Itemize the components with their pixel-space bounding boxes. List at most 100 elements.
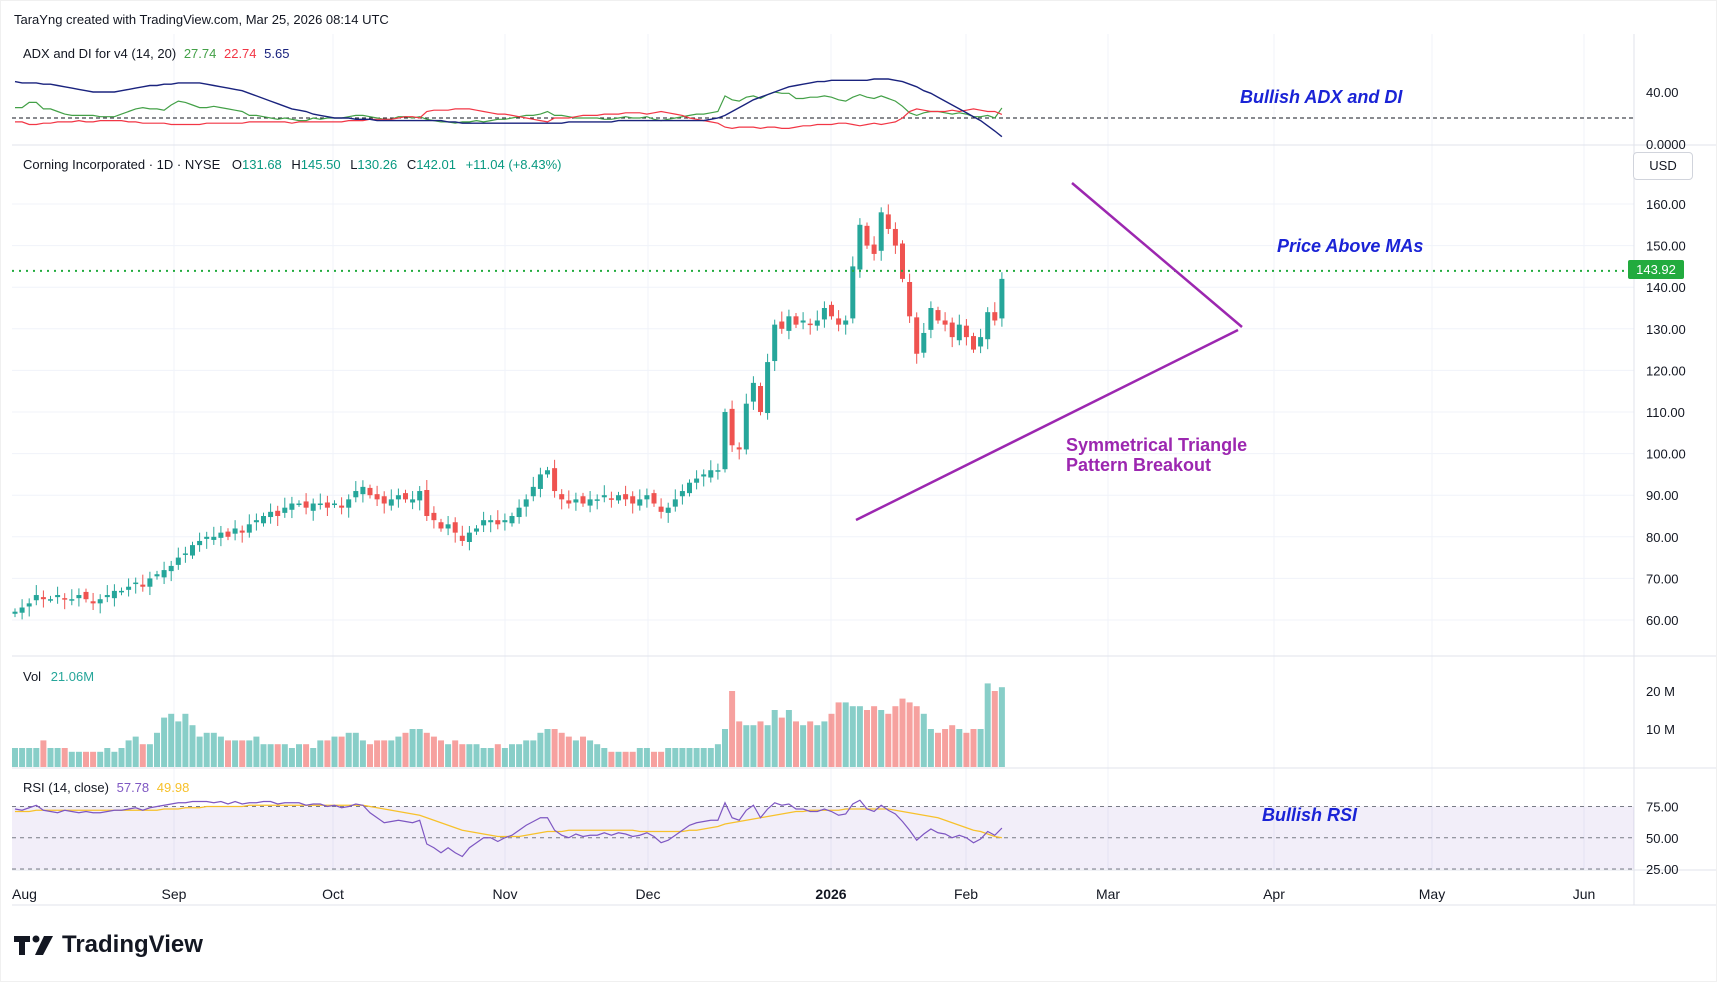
volume-bar (267, 744, 274, 767)
candle-body (509, 516, 515, 524)
candle-body (218, 532, 224, 538)
candle-body (630, 496, 636, 504)
volume-bar (523, 740, 530, 767)
volume-bar (288, 748, 295, 767)
time-axis-label: Apr (1263, 886, 1285, 902)
volume-bar (438, 740, 444, 767)
candle-body (296, 503, 302, 506)
symbol-title[interactable]: Corning Incorporated · 1D · NYSE (23, 157, 221, 172)
price-axis-label: 120.00 (1646, 363, 1686, 378)
tradingview-logo[interactable]: TradingView (14, 931, 203, 959)
candle-body (637, 499, 643, 506)
candle-body (40, 597, 46, 600)
volume-bar (104, 748, 111, 767)
rsi-legend: RSI (14, close) 57.78 49.98 (23, 780, 189, 795)
candle-body (821, 308, 827, 320)
candle-body (48, 599, 53, 601)
volume-bar (154, 732, 160, 767)
volume-bar (40, 740, 47, 767)
volume-bar (303, 744, 310, 767)
volume-bar (793, 721, 799, 767)
volume-bar (253, 736, 260, 767)
volume-bar (835, 702, 842, 767)
volume-bar (722, 729, 728, 767)
volume-bar (388, 740, 395, 767)
candle-body (793, 316, 799, 325)
candle-body (928, 308, 934, 330)
candle-body (246, 524, 252, 533)
volume-bar (885, 713, 892, 767)
candle-body (580, 496, 586, 504)
candle-body (559, 494, 565, 500)
volume-bar (352, 732, 359, 767)
volume-bar (551, 729, 558, 767)
tradingview-logo-icon (14, 935, 53, 955)
volume-bar (210, 732, 217, 767)
volume-bar (402, 732, 409, 767)
time-axis-label: Dec (636, 886, 661, 902)
candle-body (623, 494, 629, 500)
volume-bar (274, 744, 281, 767)
candle-body (644, 495, 650, 500)
rsi-value: 57.78 (116, 780, 150, 795)
volume-bar (956, 729, 963, 767)
volume-bar (707, 748, 714, 767)
volume-bar (771, 710, 778, 767)
adx-value-di-plus: 27.74 (183, 46, 217, 61)
candle-body (566, 500, 572, 504)
candle-body (871, 244, 877, 254)
creator-caption: TaraYng created with TradingView.com, Ma… (14, 12, 389, 27)
candle-body (310, 503, 316, 511)
candle-body (182, 553, 188, 555)
candle-body (83, 591, 89, 600)
candle-body (346, 499, 352, 508)
candle-body (758, 386, 763, 412)
volume-bar (203, 732, 210, 767)
price-axis-label: 90.00 (1646, 488, 1679, 503)
candle-body (481, 520, 487, 526)
volume-bar (146, 744, 153, 767)
price-candles[interactable] (12, 204, 1628, 620)
candle-body (197, 540, 203, 546)
volume-bar (161, 717, 168, 767)
candle-body (360, 486, 366, 495)
price-axis[interactable]: 160.00 150.00 140.00 130.00 120.00 110.00 100.… (12, 85, 1686, 902)
volume-bar (310, 748, 317, 767)
volume-bar (75, 751, 82, 767)
volume-bar (878, 710, 885, 767)
adx-legend: ADX and DI for v4 (14, 20) 27.74 22.74 5… (23, 46, 289, 61)
candle-body (672, 499, 678, 507)
price-axis-label: 130.00 (1646, 322, 1686, 337)
volume-bar (864, 710, 870, 767)
annotation-bullish-adx: Bullish ADX and DI (1240, 87, 1403, 107)
last-price-tag: 143.92 (1628, 260, 1684, 279)
currency-button[interactable]: USD (1633, 152, 1693, 180)
price-axis-label: 110.00 (1646, 405, 1685, 420)
candle-body (69, 599, 75, 601)
candle-body (474, 528, 479, 532)
trendline-drawings[interactable]: Bullish ADX and DI Price Above MAs Symmetr… (855, 87, 1423, 825)
candle-body (495, 520, 501, 525)
volume-bar (558, 732, 565, 767)
candle-body (388, 499, 394, 506)
volume-bar (487, 748, 494, 767)
candle-body (381, 496, 387, 504)
volume-bar (12, 748, 18, 767)
grid-lines (12, 34, 1634, 870)
candle-body (601, 495, 607, 498)
volume-bar (445, 744, 452, 767)
candle-body (33, 595, 39, 601)
price-change: +11.04 (+8.43%) (465, 157, 562, 172)
candle-body (516, 507, 522, 518)
candle-body (956, 324, 962, 341)
volume-bar (750, 725, 757, 767)
candle-body (502, 520, 508, 523)
rsi-axis-label: 75.00 (1646, 800, 1679, 815)
volume-bar (125, 740, 132, 767)
volume-bar (927, 729, 934, 767)
volume-bar (693, 748, 700, 767)
volume-bar (743, 725, 750, 767)
volume-bar (430, 736, 437, 767)
volume-bar (672, 748, 679, 767)
